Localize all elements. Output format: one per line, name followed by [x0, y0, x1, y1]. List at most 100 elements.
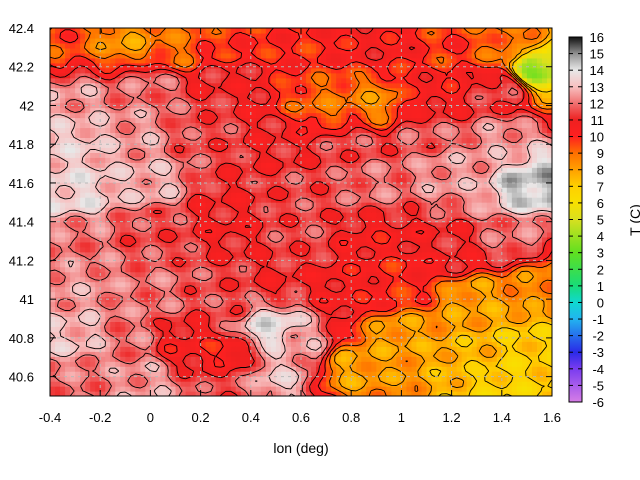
heat-cell: [165, 306, 172, 313]
heat-cell: [411, 356, 418, 362]
heat-cell: [235, 266, 242, 273]
heat-cell: [130, 381, 136, 387]
heat-cell: [215, 361, 222, 367]
heat-cell: [80, 246, 86, 253]
heat-cell: [461, 251, 468, 258]
heat-cell: [351, 306, 357, 313]
heat-cell: [90, 162, 96, 168]
heat-cell: [215, 351, 222, 357]
heat-cell: [431, 316, 438, 322]
heat-cell: [160, 286, 167, 293]
heat-cell: [135, 301, 141, 308]
heat-cell: [341, 361, 347, 367]
heat-cell: [250, 226, 257, 233]
heat-cell: [70, 197, 76, 203]
heat-cell: [245, 197, 252, 203]
heat-cell: [471, 331, 478, 337]
heat-cell: [205, 207, 212, 213]
heat-cell: [541, 381, 548, 387]
heat-cell: [416, 256, 423, 263]
heat-cell: [165, 187, 172, 193]
heat-cell: [295, 346, 302, 352]
heat-cell: [386, 276, 392, 283]
heat-cell: [55, 376, 61, 382]
heat-cell: [70, 366, 76, 372]
heat-cell: [275, 366, 282, 372]
heat-cell: [295, 306, 302, 313]
heat-cell: [175, 271, 182, 278]
heat-cell: [255, 192, 262, 198]
heat-cell: [336, 301, 342, 308]
heat-cell: [250, 321, 257, 327]
heat-cell: [115, 326, 121, 332]
heat-cell: [260, 172, 267, 178]
heat-cell: [100, 226, 106, 233]
heat-cell: [240, 281, 247, 288]
heat-cell: [441, 251, 448, 258]
heat-cell: [140, 351, 146, 357]
heat-cell: [140, 381, 146, 387]
heat-cell: [366, 216, 372, 223]
heat-cell: [170, 212, 177, 218]
heat-cell: [456, 276, 463, 283]
heat-cell: [245, 301, 252, 308]
heat-cell: [255, 276, 262, 283]
heat-cell: [270, 326, 277, 332]
heat-cell: [115, 306, 121, 313]
heat-cell: [426, 256, 433, 263]
heat-cell: [280, 241, 287, 248]
heat-cell: [75, 321, 81, 327]
heat-cell: [135, 391, 141, 396]
heat-cell: [75, 286, 81, 293]
heat-cell: [120, 316, 126, 322]
heat-cell: [406, 301, 413, 308]
heat-cell: [70, 276, 76, 283]
heat-cell: [75, 266, 81, 273]
heat-cell: [546, 316, 552, 322]
heat-cell: [90, 391, 96, 396]
heat-cell: [351, 266, 357, 273]
heat-cell: [225, 226, 232, 233]
heat-cell: [316, 356, 322, 362]
heat-cell: [110, 187, 116, 193]
heat-cell: [295, 296, 302, 303]
heat-cell: [195, 321, 202, 327]
heat-cell: [205, 167, 212, 173]
heat-cell: [371, 261, 377, 268]
heat-cell: [260, 326, 267, 332]
heat-cell: [85, 162, 91, 168]
heat-cell: [255, 281, 262, 288]
heat-cell: [145, 276, 151, 283]
heat-cell: [205, 346, 212, 352]
heat-cell: [50, 236, 56, 243]
heat-cell: [125, 336, 131, 342]
heat-cell: [95, 212, 101, 218]
heat-cell: [386, 316, 392, 322]
heat-cell: [125, 356, 131, 362]
heat-cell: [120, 371, 126, 377]
heat-cell: [331, 371, 337, 377]
heat-cell: [386, 291, 392, 298]
heat-cell: [511, 246, 518, 253]
heat-cell: [346, 251, 352, 258]
heat-cell: [301, 341, 307, 347]
heat-cell: [260, 311, 267, 318]
heat-cell: [210, 366, 217, 372]
heat-cell: [75, 226, 81, 233]
heat-cell: [275, 301, 282, 308]
heat-cell: [175, 346, 182, 352]
heat-cell: [381, 386, 387, 392]
heat-cell: [140, 386, 146, 392]
heat-cell: [436, 366, 443, 372]
heat-cell: [311, 286, 317, 293]
heat-cell: [301, 207, 307, 213]
heat-cell: [361, 271, 367, 278]
heat-cell: [346, 381, 352, 387]
heat-cell: [381, 147, 387, 153]
heat-cell: [396, 356, 402, 362]
heat-cell: [90, 281, 96, 288]
heat-cell: [321, 152, 327, 158]
heat-cell: [406, 371, 413, 377]
heat-cell: [250, 231, 257, 238]
heat-cell: [255, 296, 262, 303]
